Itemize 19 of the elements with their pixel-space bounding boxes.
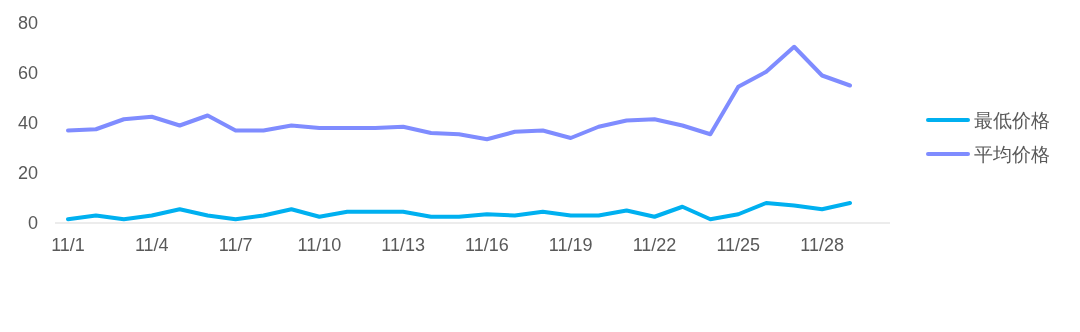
y-tick-label: 40 bbox=[17, 113, 38, 133]
x-tick-label: 11/7 bbox=[218, 235, 253, 255]
legend-label: 最低价格 bbox=[974, 110, 1050, 131]
x-tick-label: 11/19 bbox=[548, 235, 593, 255]
x-tick-label: 11/13 bbox=[381, 235, 425, 255]
y-tick-label: 0 bbox=[27, 213, 38, 233]
line-series bbox=[66, 201, 852, 222]
x-tick-label: 11/25 bbox=[716, 235, 761, 255]
x-tick-label: 11/10 bbox=[297, 235, 342, 255]
y-tick-label: 60 bbox=[17, 63, 38, 83]
line-series bbox=[66, 44, 852, 142]
y-tick-label: 20 bbox=[17, 163, 38, 183]
x-tick-label: 11/1 bbox=[51, 235, 85, 255]
x-tick-label: 11/16 bbox=[465, 235, 509, 255]
x-tick-label: 11/4 bbox=[134, 235, 169, 255]
x-tick-label: 11/22 bbox=[632, 235, 677, 255]
x-tick-label: 11/28 bbox=[800, 235, 844, 255]
legend-label: 平均价格 bbox=[974, 144, 1050, 165]
y-tick-label: 80 bbox=[17, 13, 38, 33]
